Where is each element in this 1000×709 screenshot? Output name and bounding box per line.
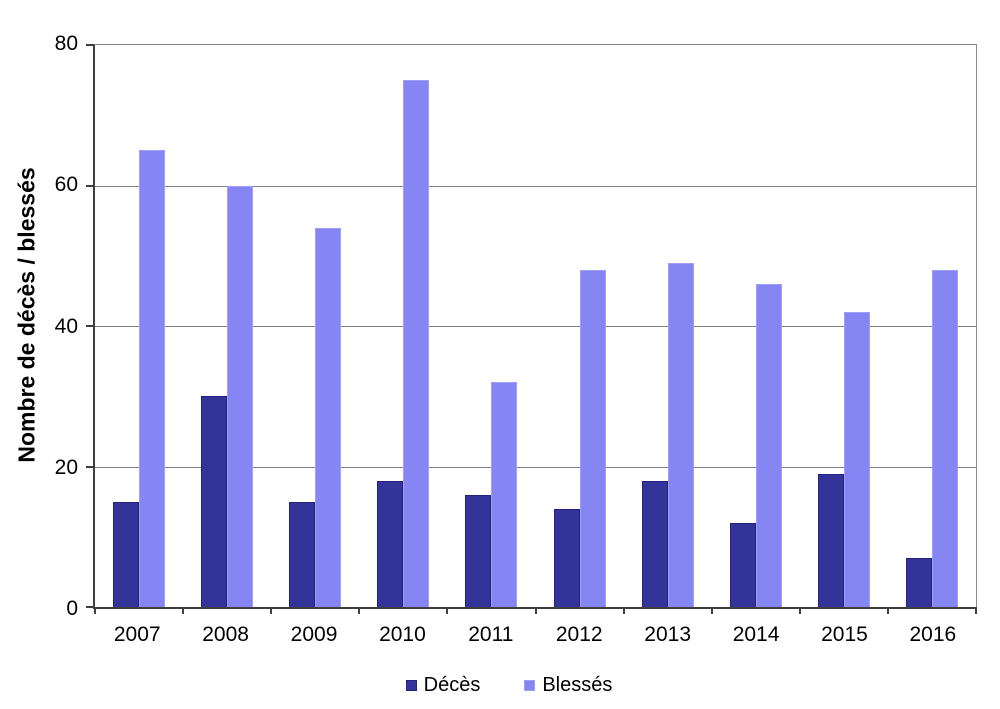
x-tick-mark-7 bbox=[710, 607, 713, 614]
y-tick-label-80: 80 bbox=[54, 32, 78, 55]
bar-blesses-2015 bbox=[843, 311, 870, 607]
bar-blesses-2007 bbox=[139, 150, 166, 607]
bar-deces-2016 bbox=[905, 557, 932, 607]
legend-marker-deces bbox=[405, 680, 417, 691]
y-tick-label-0: 0 bbox=[66, 597, 78, 620]
bar-blesses-2008 bbox=[227, 185, 254, 607]
legend: Décès Blessés bbox=[0, 674, 1000, 697]
bar-group-2007 bbox=[95, 45, 183, 607]
bar-group-2012 bbox=[535, 45, 623, 607]
bar-deces-2015 bbox=[817, 473, 844, 607]
bar-deces-2013 bbox=[641, 480, 668, 607]
y-tick-mark-60 bbox=[86, 184, 93, 187]
gridline-40 bbox=[95, 326, 976, 327]
gridline-60 bbox=[95, 185, 976, 187]
gridline-20 bbox=[95, 466, 976, 468]
x-tick-mark-3 bbox=[358, 607, 361, 614]
legend-entry-deces: Décès bbox=[405, 674, 481, 697]
bar-group-2008 bbox=[183, 45, 271, 607]
bar-deces-2007 bbox=[113, 501, 140, 607]
x-tick-mark-8 bbox=[798, 607, 801, 614]
bar-group-2010 bbox=[359, 45, 447, 607]
y-tick-label-20: 20 bbox=[54, 455, 78, 479]
x-tick-label-2013: 2013 bbox=[644, 623, 691, 646]
legend-label-blesses: Blessés bbox=[542, 674, 613, 696]
bar-blesses-2009 bbox=[315, 227, 342, 607]
bar-blesses-2011 bbox=[491, 382, 518, 607]
x-tick-label-2012: 2012 bbox=[555, 623, 603, 646]
y-tick-mark-80 bbox=[86, 44, 93, 46]
legend-marker-blesses bbox=[524, 680, 536, 691]
bar-deces-2011 bbox=[465, 494, 492, 607]
bar-blesses-2012 bbox=[579, 269, 606, 607]
legend-entry-blesses: Blessés bbox=[524, 674, 612, 697]
x-tick-mark-0 bbox=[94, 607, 96, 614]
x-tick-label-2016: 2016 bbox=[909, 623, 957, 646]
plot-area bbox=[86, 44, 977, 614]
bar-deces-2012 bbox=[553, 508, 580, 607]
bar-group-2009 bbox=[271, 45, 359, 607]
x-tick-label-2008: 2008 bbox=[202, 623, 249, 646]
legend-label-deces: Décès bbox=[423, 674, 481, 696]
bar-deces-2014 bbox=[729, 522, 756, 607]
bar-blesses-2016 bbox=[931, 269, 958, 607]
x-tick-label-2007: 2007 bbox=[113, 623, 161, 646]
x-tick-mark-1 bbox=[182, 607, 185, 614]
x-tick-mark-2 bbox=[270, 607, 273, 614]
bar-group-2011 bbox=[447, 45, 535, 607]
x-tick-label-2015: 2015 bbox=[821, 623, 868, 646]
x-axis-labels: 2007 2008 2009 2010 2011 2012 2013 2014 2015 2016 bbox=[93, 623, 977, 647]
bar-deces-2008 bbox=[201, 396, 228, 607]
bar-blesses-2014 bbox=[755, 283, 782, 607]
x-tick-mark-9 bbox=[886, 607, 889, 614]
bar-group-2015 bbox=[800, 45, 888, 607]
x-tick-mark-10 bbox=[975, 607, 977, 614]
bar-deces-2009 bbox=[289, 501, 316, 607]
bar-blesses-2013 bbox=[667, 262, 694, 607]
x-tick-label-2011: 2011 bbox=[468, 623, 514, 646]
y-tick-mark-20 bbox=[86, 465, 93, 468]
bar-group-2016 bbox=[888, 45, 976, 607]
bar-groups bbox=[95, 45, 976, 607]
x-tick-label-2014: 2014 bbox=[732, 623, 780, 646]
x-tick-label-2009: 2009 bbox=[290, 623, 338, 646]
x-tick-mark-6 bbox=[622, 607, 625, 614]
y-tick-mark-0 bbox=[86, 606, 93, 608]
plot-inner bbox=[86, 44, 977, 614]
bar-group-2014 bbox=[712, 45, 800, 607]
x-tick-mark-5 bbox=[534, 607, 537, 614]
y-tick-mark-40 bbox=[86, 325, 93, 327]
bar-blesses-2010 bbox=[403, 80, 430, 607]
bar-group-2013 bbox=[624, 45, 712, 607]
x-tick-label-2010: 2010 bbox=[379, 623, 426, 646]
bar-deces-2010 bbox=[377, 480, 404, 607]
y-axis-labels: 0 20 40 60 80 bbox=[0, 32, 78, 620]
y-tick-label-60: 60 bbox=[54, 173, 78, 197]
y-tick-label-40: 40 bbox=[54, 314, 78, 338]
x-tick-mark-4 bbox=[446, 607, 449, 614]
